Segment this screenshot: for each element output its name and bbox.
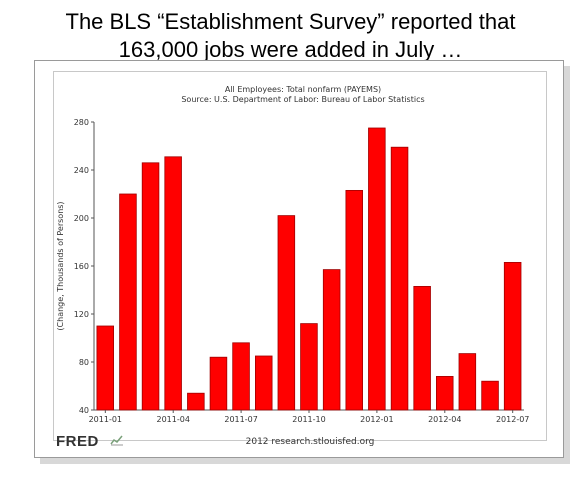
y-tick-label: 240 [74, 166, 89, 175]
y-tick-label: 280 [74, 118, 89, 127]
y-tick-label: 200 [74, 214, 89, 223]
y-tick-label: 40 [79, 406, 89, 415]
fred-chart-icon [110, 435, 123, 446]
bar-2011-10 [300, 323, 318, 411]
bar-2012-04 [435, 375, 454, 411]
bar-2012-05 [458, 353, 477, 411]
bar-2011-03 [141, 162, 160, 411]
x-tick-label: 2012-07 [496, 415, 529, 424]
plot-area: 40 80 120 160 200 240 280 2011-01 2011-04 2011-07… [74, 118, 530, 424]
bar-2011-12 [345, 189, 363, 411]
chart-inner-border [53, 71, 547, 441]
headline-line-1: The BLS “Establishment Survey” reported … [65, 9, 516, 34]
x-tick-label: 2012-01 [360, 415, 393, 424]
bar-2012-07 [503, 261, 522, 411]
x-tick-label: 2011-01 [89, 415, 122, 424]
bar-2012-02 [390, 146, 409, 411]
bar-2012-06 [481, 380, 499, 411]
bar-2011-06 [209, 356, 228, 411]
x-tick-label: 2011-10 [292, 415, 325, 424]
bar-2011-01 [96, 325, 115, 411]
chart-subtitle: Source: U.S. Department of Labor: Bureau… [181, 95, 424, 104]
y-axis-label: (Change, Thousands of Persons) [56, 201, 65, 330]
x-tick-label: 2011-04 [156, 415, 189, 424]
y-tick-label: 120 [74, 310, 89, 319]
fred-logo: FRED [56, 433, 99, 450]
bar-2011-05 [187, 392, 205, 411]
x-tick-label: 2011-07 [224, 415, 257, 424]
bar-2011-08 [254, 355, 273, 411]
bar-2011-09 [277, 215, 296, 411]
bar-2012-01 [368, 127, 386, 411]
bar-2012-03 [413, 285, 431, 411]
headline: The BLS “Establishment Survey” reported … [0, 8, 581, 64]
chart-title: All Employees: Total nonfarm (PAYEMS) [225, 85, 381, 94]
headline-line-2: 163,000 jobs were added in July … [118, 37, 463, 62]
y-tick-label: 160 [74, 262, 89, 271]
bar-2011-07 [232, 342, 250, 411]
y-tick-label: 80 [79, 358, 89, 367]
bar-2011-04 [164, 156, 182, 411]
x-tick-label: 2012-04 [428, 415, 461, 424]
footer-credit: 2012 research.stlouisfed.org [245, 437, 375, 447]
bar-2011-02 [119, 193, 137, 411]
bar-2011-11 [322, 269, 341, 411]
